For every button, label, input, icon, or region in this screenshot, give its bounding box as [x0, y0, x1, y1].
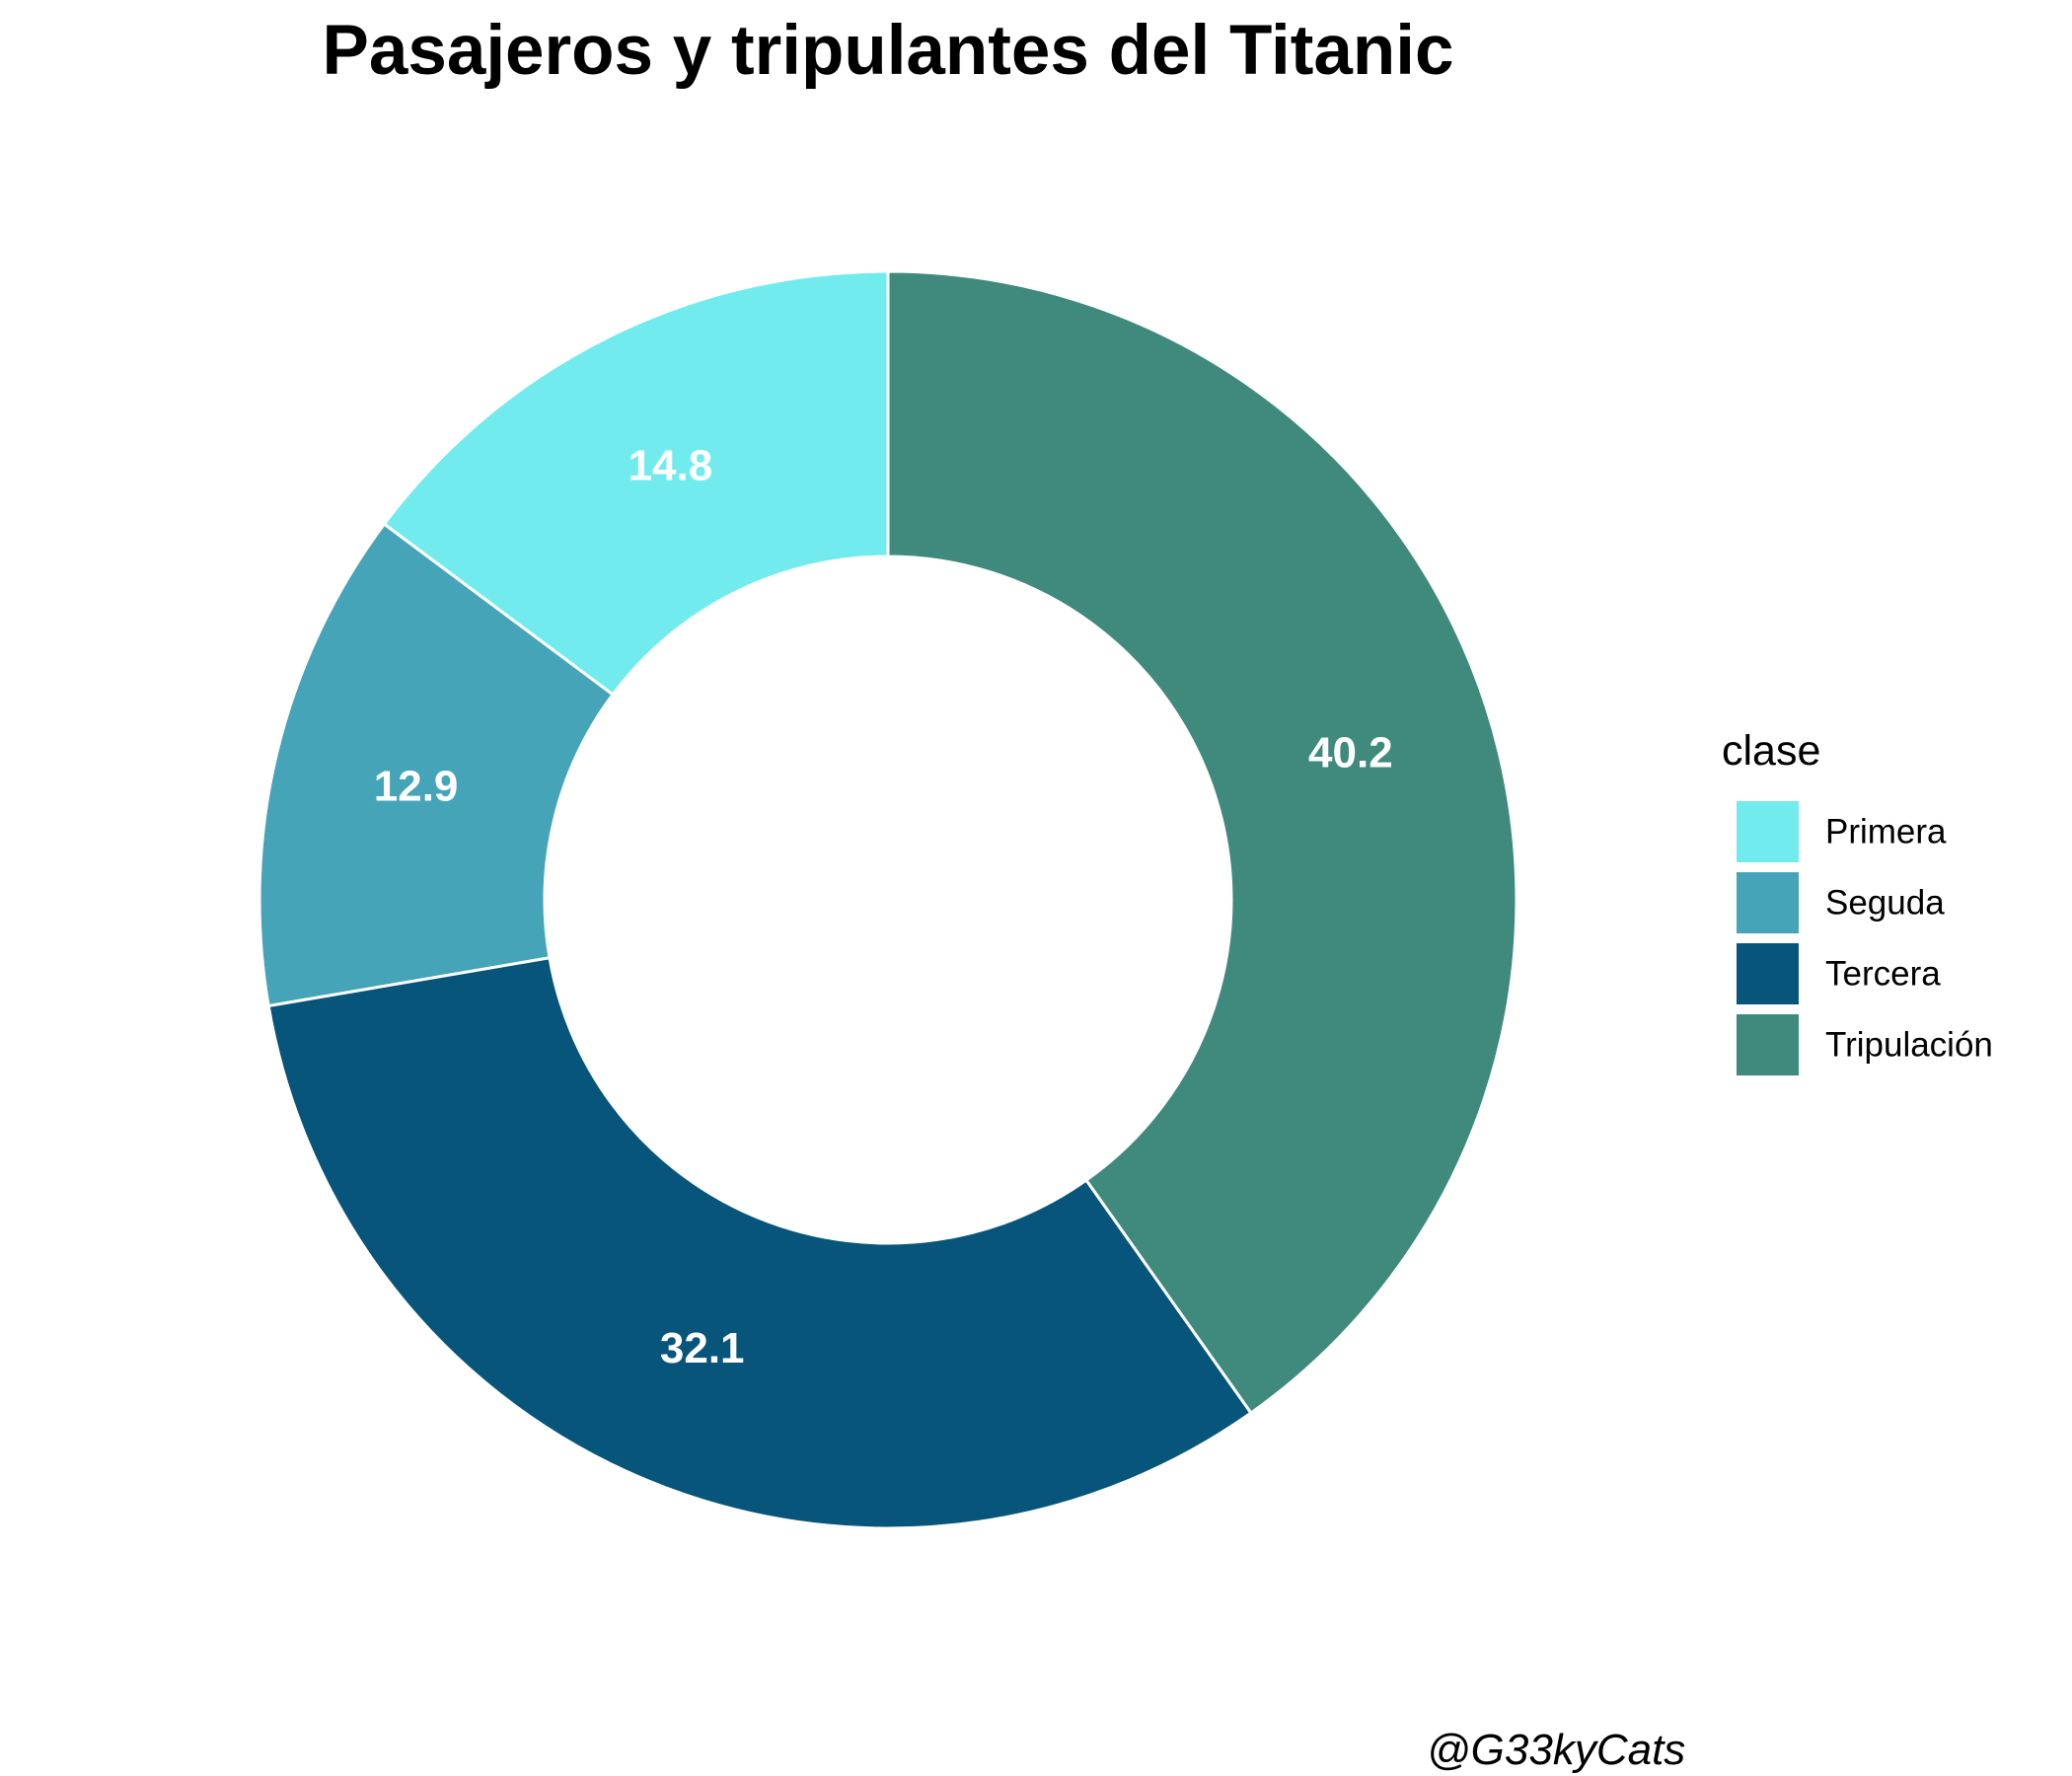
slice-label-primera: 14.8: [629, 442, 713, 490]
slice-primera: [382, 269, 890, 698]
slice-label-seguda: 12.9: [374, 763, 459, 811]
legend-label-tercera: Tercera: [1825, 955, 1941, 994]
legend-key-tripulaci-n: [1737, 1014, 1799, 1075]
slice-label-tercera: 32.1: [660, 1324, 745, 1372]
legend-label-seguda: Seguda: [1825, 884, 1945, 923]
legend-key-tercera: [1737, 943, 1799, 1004]
legend-key-primera: [1737, 801, 1799, 862]
legend-key-seguda: [1737, 872, 1799, 933]
slice-labels: 14.8 12.9 32.1 40.2: [374, 442, 1393, 1372]
legend: clase Primera Seguda Tercera Tripulación: [1722, 727, 1993, 1075]
caption: @G33kyCats: [1427, 1726, 1685, 1774]
slice-tripulaci-n: [886, 269, 1518, 1416]
slice-label-tripulaci-n: 40.2: [1308, 728, 1393, 777]
chart-title: Pasajeros y tripulantes del Titanic: [323, 12, 1454, 90]
slice-seguda: [258, 522, 616, 1008]
legend-label-primera: Primera: [1825, 813, 1947, 851]
donut-chart: [258, 269, 1518, 1530]
legend-label-tripulaci-n: Tripulación: [1825, 1026, 1993, 1065]
legend-title: clase: [1722, 727, 1820, 775]
slice-tercera: [266, 956, 1254, 1530]
